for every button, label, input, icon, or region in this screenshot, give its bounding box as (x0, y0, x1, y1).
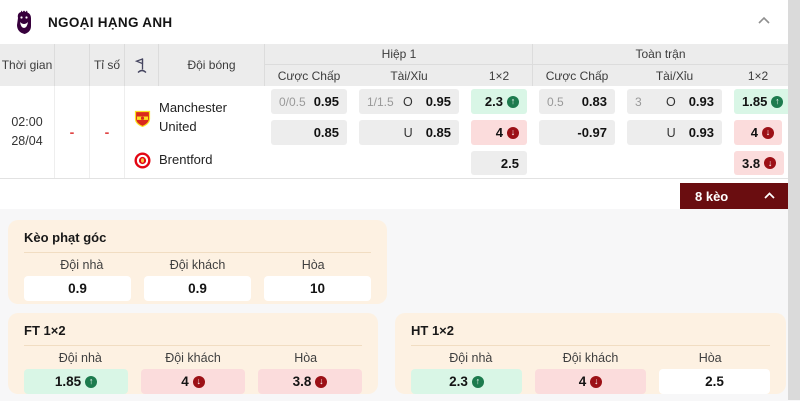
score-halftime: - (55, 86, 90, 178)
col-header-team: Đội bóng (159, 44, 265, 86)
col-header-score-half (55, 44, 90, 86)
league-title: NGOẠI HẠNG ANH (48, 14, 173, 30)
more-odds-label: 8 kèo (695, 188, 729, 204)
ht-col-home-label: Đội nhà (449, 351, 493, 365)
chevron-up-icon (763, 189, 776, 204)
ft-col-draw-label: Hòa (294, 351, 318, 365)
away-team-crest-icon (133, 151, 152, 170)
col-header-time: Thời gian (0, 44, 55, 86)
away-team-name: Brentford (159, 151, 213, 167)
odds-down-icon: ↓ (590, 375, 603, 388)
corner-flag-icon (125, 44, 159, 86)
odds-up-icon: ↑ (85, 375, 98, 388)
ft-draw-odds[interactable]: 3.8 ↓ (258, 369, 362, 394)
premier-league-lion-icon (12, 9, 36, 36)
more-odds-button[interactable]: 8 kèo (680, 183, 788, 209)
ft-over-odds[interactable]: 3 O 0.93 (627, 89, 722, 114)
ft-1x2-panel: FT 1×2 Đội nhà Đội khách Hòa 1.85 ↑ 4 ↓ … (8, 313, 378, 394)
match-time: 02:00 (11, 114, 43, 129)
match-date: 28/04 (11, 134, 43, 148)
ft-col-home-label: Đội nhà (58, 351, 102, 365)
odds-down-icon: ↓ (764, 157, 777, 169)
home-team-name: Manchester United (159, 100, 227, 134)
h1-under-odds[interactable]: U 0.85 (359, 120, 459, 145)
ft-handicap-home-odds[interactable]: 0.5 0.83 (539, 89, 615, 114)
h1-handicap-home-odds[interactable]: 0/0.5 0.95 (271, 89, 347, 114)
subheader-ft-handicap: Cược Chấp (532, 65, 621, 86)
ft-handicap-away-odds[interactable]: -0.97 (539, 120, 615, 145)
corner-odds-panel: Kèo phạt góc Đội nhà Đội khách Hòa 0.9 0… (8, 220, 387, 304)
ht-away-odds[interactable]: 4 ↓ (535, 369, 646, 394)
corner-col-away-label: Đội khách (169, 258, 226, 272)
odds-down-icon: ↓ (507, 126, 519, 139)
ft-under-odds[interactable]: U 0.93 (627, 120, 722, 145)
corner-home-odds[interactable]: 0.9 (24, 276, 131, 301)
odds-up-icon: ↑ (507, 95, 519, 108)
chevron-up-icon[interactable] (756, 13, 772, 29)
odds-up-icon: ↑ (771, 95, 784, 108)
col-header-score: Tỉ số (90, 44, 125, 86)
match-row: 02:00 28/04 - - Manchester United (0, 86, 792, 179)
ft-col-away-label: Đội khách (165, 351, 221, 365)
ft-away-odds[interactable]: 4 ↓ (141, 369, 245, 394)
ht-1x2-panel: HT 1×2 Đội nhà Đội khách Hòa 2.3 ↑ 4 ↓ 2… (395, 313, 786, 394)
subheader-h1-handicap: Cược Chấp (277, 68, 341, 83)
h1-over-odds[interactable]: 1/1.5 O 0.95 (359, 89, 459, 114)
odds-down-icon: ↓ (192, 375, 205, 388)
ft-1x2-home-odds[interactable]: 1.85 ↑ (734, 89, 792, 114)
corner-col-draw-label: Hòa (301, 258, 325, 272)
subheader-h1-overunder: Tài/Xỉu (390, 68, 428, 83)
home-team-crest-icon (133, 109, 152, 128)
odds-down-icon: ↓ (762, 126, 774, 139)
ht-col-away-label: Đội khách (562, 351, 619, 365)
away-team[interactable]: Brentford (133, 149, 265, 171)
ht-panel-title: HT 1×2 (411, 323, 770, 346)
h1-1x2-home-odds[interactable]: 2.3 ↑ (471, 89, 527, 114)
corner-draw-odds[interactable]: 10 (264, 276, 371, 301)
league-header: NGOẠI HẠNG ANH (0, 0, 788, 44)
group-header-full: Toàn trận (532, 44, 788, 65)
ft-panel-title: FT 1×2 (24, 323, 362, 346)
vertical-scrollbar[interactable] (788, 0, 800, 400)
odds-table-header: Thời gian Tỉ số Đội bóng Hiệp 1 Toàn trậ… (0, 44, 788, 86)
h1-handicap-away-odds[interactable]: 0.85 (271, 120, 347, 145)
subheader-h1-1x2: 1×2 (488, 68, 510, 83)
home-team[interactable]: Manchester United (133, 92, 265, 144)
corner-panel-title: Kèo phạt góc (24, 230, 371, 253)
group-header-half1: Hiệp 1 (265, 44, 533, 65)
corner-col-home-label: Đội nhà (60, 258, 104, 272)
score-fulltime: - (90, 86, 125, 178)
ht-col-draw-label: Hòa (698, 351, 722, 365)
ft-1x2-away-odds[interactable]: 4 ↓ (734, 120, 782, 145)
match-time-cell: 02:00 28/04 (0, 86, 55, 178)
h1-1x2-away-odds[interactable]: 4 ↓ (471, 120, 527, 145)
ht-home-odds[interactable]: 2.3 ↑ (411, 369, 522, 394)
subheader-ft-1x2: 1×2 (747, 68, 769, 83)
subheader-ft-overunder: Tài/Xỉu (655, 68, 694, 83)
more-odds-row: 8 kèo (0, 179, 788, 209)
ft-home-odds[interactable]: 1.85 ↑ (24, 369, 128, 394)
teams-cell: Manchester United Brentford (125, 86, 265, 178)
corner-away-odds[interactable]: 0.9 (144, 276, 251, 301)
ht-draw-odds[interactable]: 2.5 (659, 369, 770, 394)
ft-1x2-draw-odds[interactable]: 3.8 ↓ (734, 151, 785, 175)
h1-1x2-draw-odds[interactable]: 2.5 (471, 151, 527, 175)
extra-odds-section: Kèo phạt góc Đội nhà Đội khách Hòa 0.9 0… (0, 209, 800, 401)
odds-up-icon: ↑ (471, 375, 484, 388)
odds-down-icon: ↓ (315, 375, 328, 388)
